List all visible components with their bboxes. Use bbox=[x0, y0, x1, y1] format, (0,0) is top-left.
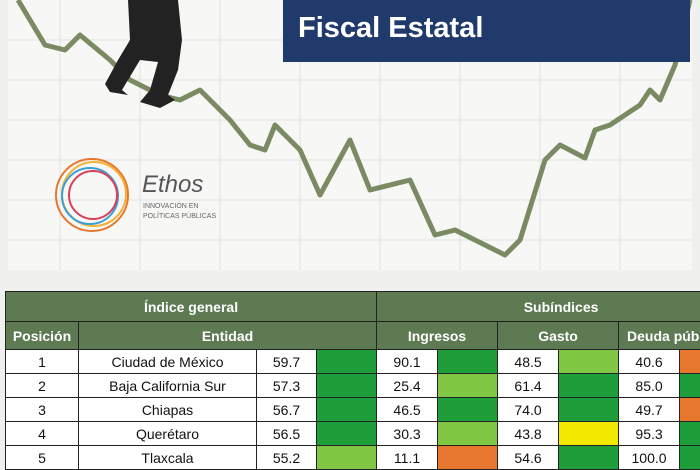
score-cell: 74.0 bbox=[497, 397, 560, 422]
score-cell: 25.4 bbox=[376, 373, 439, 398]
color-cell bbox=[679, 349, 700, 374]
color-cell bbox=[558, 349, 620, 374]
table-row: 1 Ciudad de México 59.7 90.1 48.5 40.6 bbox=[5, 349, 700, 374]
color-swatch bbox=[317, 398, 376, 421]
color-cell bbox=[558, 421, 620, 446]
entity-cell: Chiapas bbox=[78, 397, 257, 422]
logo-tagline: POLÍTICAS PÚBLICAS bbox=[143, 211, 216, 220]
entity-cell: Baja California Sur bbox=[78, 373, 257, 398]
color-cell bbox=[437, 373, 499, 398]
column-header: Gasto bbox=[497, 321, 620, 350]
score-cell: 11.1 bbox=[376, 445, 439, 470]
table-row: 5 Tlaxcala 55.2 11.1 54.6 100.0 bbox=[5, 445, 700, 470]
color-swatch bbox=[317, 422, 376, 445]
table-container: Índice general Subíndices Posición Entida… bbox=[5, 291, 700, 470]
score-cell: 100.0 bbox=[618, 445, 681, 470]
column-header: Entidad bbox=[77, 321, 378, 350]
color-swatch bbox=[559, 350, 618, 373]
table-row: 4 Querétaro 56.5 30.3 43.8 95.3 bbox=[5, 421, 700, 446]
logo-name: Ethos bbox=[142, 171, 203, 198]
score-cell: 56.7 bbox=[256, 397, 317, 422]
column-header: Posición bbox=[5, 321, 79, 350]
score-cell: 55.2 bbox=[256, 445, 317, 470]
color-cell bbox=[679, 373, 700, 398]
table-body: 1 Ciudad de México 59.7 90.1 48.5 40.6 2 Baja C… bbox=[5, 349, 700, 470]
color-cell bbox=[437, 397, 499, 422]
color-swatch bbox=[438, 422, 497, 445]
color-cell bbox=[679, 445, 700, 470]
color-swatch bbox=[438, 398, 497, 421]
color-swatch bbox=[317, 446, 376, 469]
entity-cell: Querétaro bbox=[78, 421, 257, 446]
position-cell: 2 bbox=[5, 373, 79, 398]
color-cell bbox=[315, 421, 378, 446]
score-cell: 56.5 bbox=[256, 421, 317, 446]
color-cell bbox=[315, 445, 378, 470]
position-cell: 1 bbox=[5, 349, 79, 374]
score-cell: 49.7 bbox=[618, 397, 681, 422]
group-header: Subíndices bbox=[376, 291, 700, 322]
color-swatch bbox=[438, 350, 497, 373]
title-box bbox=[283, 0, 690, 62]
color-cell bbox=[437, 421, 499, 446]
color-swatch bbox=[680, 422, 700, 445]
color-swatch bbox=[680, 350, 700, 373]
logo-rings bbox=[55, 158, 129, 232]
entity-cell: Tlaxcala bbox=[78, 445, 257, 470]
score-cell: 40.6 bbox=[618, 349, 681, 374]
color-swatch bbox=[317, 350, 376, 373]
table-row: 2 Baja California Sur 57.3 25.4 61.4 85.0 bbox=[5, 373, 700, 398]
color-cell bbox=[558, 445, 620, 470]
color-swatch bbox=[438, 446, 497, 469]
position-cell: 5 bbox=[5, 445, 79, 470]
score-cell: 85.0 bbox=[618, 373, 681, 398]
color-cell bbox=[679, 397, 700, 422]
score-cell: 59.7 bbox=[256, 349, 317, 374]
banner-title: Fiscal Estatal bbox=[298, 12, 483, 44]
decorative-line bbox=[15, 0, 693, 258]
color-swatch bbox=[680, 398, 700, 421]
color-cell bbox=[315, 373, 378, 398]
entity-cell: Ciudad de México bbox=[78, 349, 257, 374]
color-swatch bbox=[317, 374, 376, 397]
score-cell: 57.3 bbox=[256, 373, 317, 398]
score-cell: 90.1 bbox=[376, 349, 439, 374]
ranking-table: Índice general Subíndices Posición Entida… bbox=[5, 291, 700, 470]
color-swatch bbox=[438, 374, 497, 397]
color-cell bbox=[437, 349, 499, 374]
score-cell: 43.8 bbox=[497, 421, 560, 446]
position-cell: 4 bbox=[5, 421, 79, 446]
column-header: Ingresos bbox=[376, 321, 499, 350]
score-cell: 46.5 bbox=[376, 397, 439, 422]
score-cell: 95.3 bbox=[618, 421, 681, 446]
logo-tagline: INNOVACIÓN EN bbox=[143, 201, 199, 210]
color-swatch bbox=[680, 446, 700, 469]
color-cell bbox=[558, 373, 620, 398]
score-cell: 54.6 bbox=[497, 445, 560, 470]
color-cell bbox=[315, 397, 378, 422]
score-cell: 30.3 bbox=[376, 421, 439, 446]
color-cell bbox=[558, 397, 620, 422]
table-row: 3 Chiapas 56.7 46.5 74.0 49.7 bbox=[5, 397, 700, 422]
color-cell bbox=[679, 421, 700, 446]
figure-silhouette bbox=[105, 0, 182, 108]
group-header: Índice general bbox=[5, 291, 378, 322]
color-swatch bbox=[559, 446, 618, 469]
score-cell: 61.4 bbox=[497, 373, 560, 398]
color-cell bbox=[437, 445, 499, 470]
banner: Fiscal Estatal Ethos INNOVACIÓN EN POLÍT… bbox=[8, 0, 693, 270]
color-swatch bbox=[559, 374, 618, 397]
color-swatch bbox=[559, 398, 618, 421]
color-cell bbox=[315, 349, 378, 374]
score-cell: 48.5 bbox=[497, 349, 560, 374]
color-swatch bbox=[680, 374, 700, 397]
position-cell: 3 bbox=[5, 397, 79, 422]
color-swatch bbox=[559, 422, 618, 445]
column-header: Deuda pública bbox=[618, 321, 700, 350]
